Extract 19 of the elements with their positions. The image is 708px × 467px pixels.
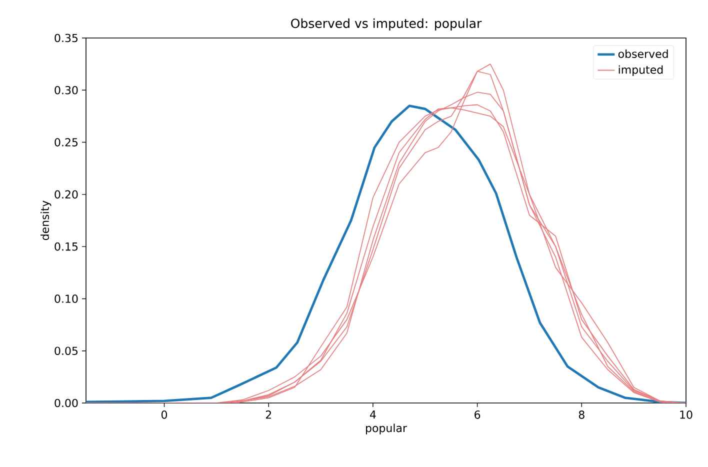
y-tick-label: 0.00 xyxy=(54,398,78,408)
x-tick-label: 0 xyxy=(161,410,168,419)
chart-title: Observed vs imputed: popular xyxy=(291,18,482,30)
y-tick-label: 0.10 xyxy=(54,294,78,303)
legend-label: imputed xyxy=(618,65,663,76)
y-tick-label: 0.25 xyxy=(54,138,78,146)
x-tick-label: 2 xyxy=(266,410,272,419)
y-tick-label: 0.15 xyxy=(54,242,78,251)
y-tick-label: 0.30 xyxy=(54,86,78,94)
x-tick-label: 8 xyxy=(578,410,584,419)
y-tick-label: 0.05 xyxy=(54,346,78,356)
y-axis-title: density xyxy=(40,200,52,240)
x-tick-label: 4 xyxy=(370,410,376,419)
legend-label: observed xyxy=(618,49,668,58)
x-axis-title: popular xyxy=(366,424,408,434)
x-tick-label: 10 xyxy=(680,410,692,419)
y-tick-label: 0.35 xyxy=(54,34,78,42)
x-tick-label: 6 xyxy=(474,410,480,419)
y-tick-label: 0.20 xyxy=(54,190,78,199)
